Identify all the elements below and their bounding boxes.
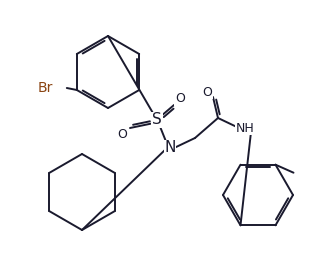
Text: N: N — [164, 141, 176, 156]
Text: Br: Br — [38, 81, 53, 95]
Text: NH: NH — [236, 122, 254, 134]
Text: O: O — [202, 85, 212, 98]
Text: O: O — [175, 92, 185, 106]
Text: O: O — [117, 128, 127, 141]
Text: S: S — [152, 113, 162, 128]
